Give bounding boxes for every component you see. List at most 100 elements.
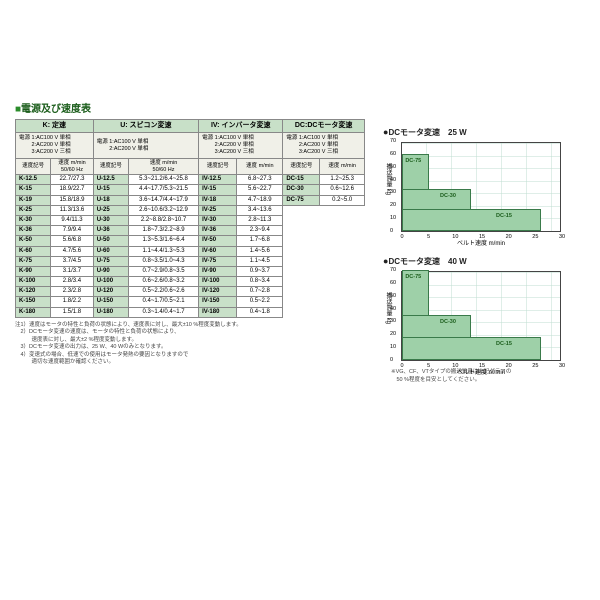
cell: 2.8~11.3 [237, 215, 283, 225]
cell: 0.3~1.4/0.4~1.7 [128, 307, 198, 317]
cell: U-15 [93, 185, 128, 195]
cell: U-50 [93, 236, 128, 246]
table-row: K-1202.3/2.8U-1200.5~2.2/0.6~2.6IV-1200.… [16, 287, 365, 297]
cell: K-100 [16, 277, 51, 287]
subhead-cell: 速度記号 [16, 159, 51, 175]
cell: IV-120 [199, 287, 237, 297]
table-row: K-1518.9/22.7U-154.4~17.7/5.3~21.5IV-155… [16, 185, 365, 195]
cell: K-50 [16, 236, 51, 246]
cell: IV-25 [199, 205, 237, 215]
chart2-title: ●DCモータ変速 40 W [383, 256, 585, 267]
subhead-cell: 速度記号 [283, 159, 320, 175]
cell: U-36 [93, 226, 128, 236]
table-row: K-309.4/11.3U-302.2~8.8/2.8~10.7IV-302.8… [16, 215, 365, 225]
cell: 1.8~7.3/2.2~8.9 [128, 226, 198, 236]
cell: K-30 [16, 215, 51, 225]
cell: 0.6~12.6 [320, 185, 365, 195]
cell: 15.8/18.9 [51, 195, 93, 205]
cell: U-25 [93, 205, 128, 215]
chart2: 010203040506070051015202530搬送質量 kgベルト速度 … [401, 271, 561, 361]
cell: U-120 [93, 287, 128, 297]
cell: U-18 [93, 195, 128, 205]
group-iv: IV: インバータ変速 [199, 120, 283, 133]
cell: 5.6~22.7 [237, 185, 283, 195]
cell: K-25 [16, 205, 51, 215]
cell: 1.4~5.6 [237, 246, 283, 256]
cell: IV-30 [199, 215, 237, 225]
chart1-title: ●DCモータ変速 25 W [383, 127, 585, 138]
cell: 1.5/1.8 [51, 307, 93, 317]
cell: K-120 [16, 287, 51, 297]
table-row: K-367.9/9.4U-361.8~7.3/2.2~8.9IV-362.3~9… [16, 226, 365, 236]
table-row: K-1801.5/1.8U-1800.3~1.4/0.4~1.7IV-1800.… [16, 307, 365, 317]
cell: 1.1~4.5 [237, 256, 283, 266]
cell: 0.8~3.5/1.0~4.3 [128, 256, 198, 266]
cell: 3.1/3.7 [51, 266, 93, 276]
cell: 3.6~14.7/4.4~17.9 [128, 195, 198, 205]
cell: 2.3/2.8 [51, 287, 93, 297]
speed-table: K: 定速 U: スピコン変速 IV: インバータ変速 DC:DCモータ変速 電… [15, 119, 365, 318]
chart1: 010203040506070051015202530搬送質量 kgベルト速度 … [401, 142, 561, 232]
chart-step-DC-15 [402, 337, 541, 360]
table-row: K-753.7/4.5U-750.8~3.5/1.0~4.3IV-751.1~4… [16, 256, 365, 266]
table-row: K-903.1/3.7U-900.7~2.9/0.8~3.5IV-900.9~3… [16, 266, 365, 276]
cell: IV-150 [199, 297, 237, 307]
cell: 18.9/22.7 [51, 185, 93, 195]
subhead-cell: 速度 m/min [237, 159, 283, 175]
cell: U-12.5 [93, 175, 128, 185]
table-row: K-12.522.7/27.3U-12.55.3~21.2/6.4~25.8IV… [16, 175, 365, 185]
group-k: K: 定速 [16, 120, 94, 133]
cell: 4.4~17.7/5.3~21.5 [128, 185, 198, 195]
cell: 0.5~2.2/0.6~2.6 [128, 287, 198, 297]
cell: 4.7/5.6 [51, 246, 93, 256]
table-row: K-2511.3/13.6U-252.6~10.6/3.2~12.9IV-253… [16, 205, 365, 215]
cell: 0.8~3.4 [237, 277, 283, 287]
cell: IV-18 [199, 195, 237, 205]
speed-table-wrap: K: 定速 U: スピコン変速 IV: インバータ変速 DC:DCモータ変速 電… [15, 119, 365, 383]
cell: 4.7~18.9 [237, 195, 283, 205]
cell: 0.7~2.9/0.8~3.5 [128, 266, 198, 276]
table-row: K-1915.8/18.9U-183.6~14.7/4.4~17.9IV-184… [16, 195, 365, 205]
cell: 0.6~2.6/0.8~3.2 [128, 277, 198, 287]
cell: U-75 [93, 256, 128, 266]
cell: IV-90 [199, 266, 237, 276]
cell: 2.2~8.8/2.8~10.7 [128, 215, 198, 225]
cell: DC-15 [283, 175, 320, 185]
cell: K-180 [16, 307, 51, 317]
cell: IV-36 [199, 226, 237, 236]
subhead-cell: 速度記号 [199, 159, 237, 175]
cell: 0.9~3.7 [237, 266, 283, 276]
table-notes: 注1）速度はモータの特性と負荷の状態により、速度表に対し、最大±10 %程度変動… [15, 322, 365, 367]
cell: 1.2~25.3 [320, 175, 365, 185]
cell: K-15 [16, 185, 51, 195]
cell: 0.7~2.8 [237, 287, 283, 297]
cell: 7.9/9.4 [51, 226, 93, 236]
group-u: U: スピコン変速 [93, 120, 198, 133]
cell: IV-75 [199, 256, 237, 266]
cell: 1.3~5.3/1.6~6.4 [128, 236, 198, 246]
cell: IV-12.5 [199, 175, 237, 185]
cell: IV-15 [199, 185, 237, 195]
power-iv: 電源 1:AC100 V 単相 2:AC200 V 単相 3:AC200 V 三… [199, 133, 283, 159]
cell: DC-30 [283, 185, 320, 195]
cell: 1.7~6.8 [237, 236, 283, 246]
cell: IV-60 [199, 246, 237, 256]
cell: K-19 [16, 195, 51, 205]
cell: 5.6/6.8 [51, 236, 93, 246]
cell: 22.7/27.3 [51, 175, 93, 185]
group-dc: DC:DCモータ変速 [283, 120, 365, 133]
cell: IV-50 [199, 236, 237, 246]
power-u: 電源 1:AC100 V 単相 2:AC200 V 単相 [93, 133, 198, 159]
cell: U-100 [93, 277, 128, 287]
cell: 1.1~4.4/1.3~5.3 [128, 246, 198, 256]
table-row: K-1002.8/3.4U-1000.6~2.6/0.8~3.2IV-1000.… [16, 277, 365, 287]
power-k: 電源 1:AC100 V 単相 2:AC200 V 単相 3:AC200 V 三… [16, 133, 94, 159]
cell: 1.8/2.2 [51, 297, 93, 307]
cell: K-150 [16, 297, 51, 307]
cell: IV-100 [199, 277, 237, 287]
cell: 6.8~27.3 [237, 175, 283, 185]
cell: DC-75 [283, 195, 320, 205]
subhead-cell: 速度 m/min50/60 Hz [128, 159, 198, 175]
cell: K-12.5 [16, 175, 51, 185]
power-dc: 電源 1:AC100 V 単相 2:AC200 V 単相 3:AC200 V 三… [283, 133, 365, 159]
